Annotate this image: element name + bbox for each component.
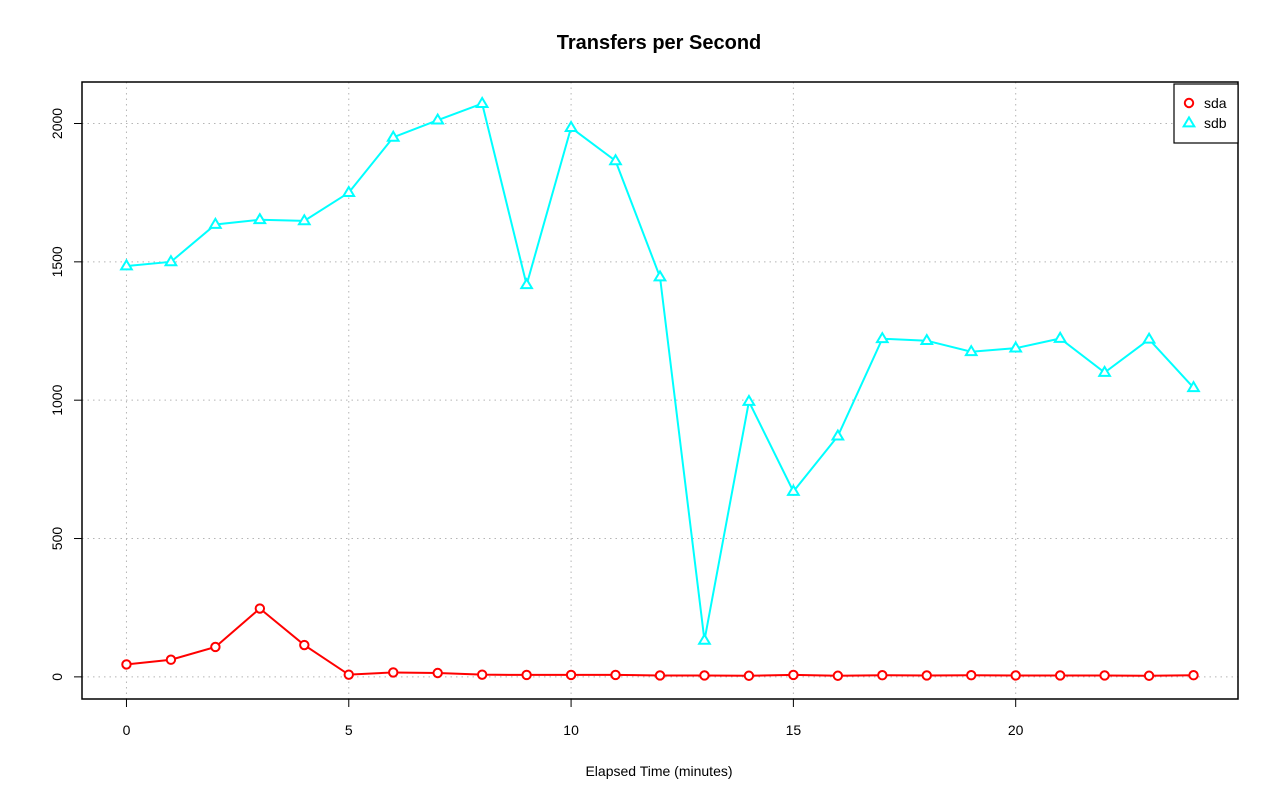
data-point-sda-15 xyxy=(788,669,799,681)
legend-marker-sda xyxy=(1183,97,1195,109)
data-point-sdb-6 xyxy=(386,129,401,142)
data-point-sdb-14 xyxy=(741,394,756,406)
data-point-sda-24 xyxy=(1188,670,1199,681)
legend-box xyxy=(1173,83,1239,144)
y-tick-label-0: 0 xyxy=(49,673,65,681)
y-tick-label-3: 1500 xyxy=(49,246,65,277)
x-tick-label-3: 15 xyxy=(786,722,802,738)
data-point-sda-17 xyxy=(877,670,888,681)
y-tick-label-4: 2000 xyxy=(49,108,65,139)
data-point-sda-19 xyxy=(966,670,977,681)
data-point-sda-14 xyxy=(743,670,755,681)
data-point-sdb-13 xyxy=(697,632,712,645)
data-point-sda-23 xyxy=(1143,670,1155,681)
data-point-sdb-4 xyxy=(297,213,312,226)
plot-frame xyxy=(81,81,1239,700)
legend-marker-sdb xyxy=(1181,115,1197,128)
data-point-sda-22 xyxy=(1099,670,1110,681)
data-point-sdb-19 xyxy=(964,344,979,357)
data-point-sdb-15 xyxy=(786,483,801,496)
series-line-sdb xyxy=(126,102,1195,641)
axes: 0 5 10 15 20 0 500 1000 1500 2000 xyxy=(49,108,1024,738)
data-point-sda-6 xyxy=(388,667,399,678)
data-point-sdb-7 xyxy=(430,112,445,125)
data-point-sdb-16 xyxy=(830,428,845,441)
data-point-sdb-1 xyxy=(163,254,178,267)
data-point-sdb-24 xyxy=(1186,380,1201,393)
x-tick-label-0: 0 xyxy=(123,722,131,738)
data-point-sda-1 xyxy=(165,654,177,665)
data-point-sdb-21 xyxy=(1053,330,1068,343)
data-point-sda-12 xyxy=(654,670,666,681)
y-tick-label-1: 500 xyxy=(49,527,65,551)
data-point-sda-0 xyxy=(121,659,132,670)
data-point-sda-21 xyxy=(1054,670,1066,681)
data-point-sda-10 xyxy=(565,669,577,681)
legend-label-sda: sda xyxy=(1204,95,1227,111)
data-point-sdb-23 xyxy=(1142,331,1157,344)
legend: sda sdb xyxy=(1173,83,1239,144)
data-point-sda-20 xyxy=(1010,670,1021,681)
x-tick-label-4: 20 xyxy=(1008,722,1024,738)
data-point-sda-7 xyxy=(432,667,443,679)
series-sdb xyxy=(119,96,1201,645)
legend-label-sdb: sdb xyxy=(1204,115,1227,131)
data-point-sda-8 xyxy=(476,669,488,680)
data-point-sdb-20 xyxy=(1008,340,1023,353)
data-point-sda-5 xyxy=(343,669,354,680)
data-point-sdb-12 xyxy=(652,269,668,282)
chart-title: Transfers per Second xyxy=(557,32,762,54)
data-point-sda-18 xyxy=(921,670,932,681)
x-axis-label: Elapsed Time (minutes) xyxy=(585,763,732,779)
data-point-sdb-0 xyxy=(119,258,134,271)
data-point-sdb-10 xyxy=(564,120,579,133)
x-tick-label-2: 10 xyxy=(563,722,579,738)
data-point-sda-3 xyxy=(254,603,266,614)
x-tick-label-1: 5 xyxy=(345,722,353,738)
data-point-sdb-8 xyxy=(475,96,490,108)
series-sda xyxy=(121,603,1199,681)
data-point-sda-9 xyxy=(521,669,532,681)
y-tick-label-2: 1000 xyxy=(49,384,65,415)
series-line-sda xyxy=(126,607,1194,677)
data-point-sda-2 xyxy=(210,641,221,653)
data-point-sdb-11 xyxy=(608,153,623,166)
data-point-sdb-17 xyxy=(875,331,890,344)
data-series xyxy=(119,96,1201,681)
data-point-sda-4 xyxy=(299,639,310,651)
data-point-sda-11 xyxy=(610,669,621,681)
data-point-sda-13 xyxy=(699,670,710,681)
data-point-sda-16 xyxy=(832,670,844,681)
data-point-sdb-9 xyxy=(519,277,534,290)
data-point-sdb-2 xyxy=(208,216,223,229)
data-point-sdb-5 xyxy=(341,185,356,198)
data-point-sdb-18 xyxy=(919,333,934,346)
data-point-sdb-3 xyxy=(252,212,267,225)
data-point-sdb-22 xyxy=(1097,364,1112,377)
